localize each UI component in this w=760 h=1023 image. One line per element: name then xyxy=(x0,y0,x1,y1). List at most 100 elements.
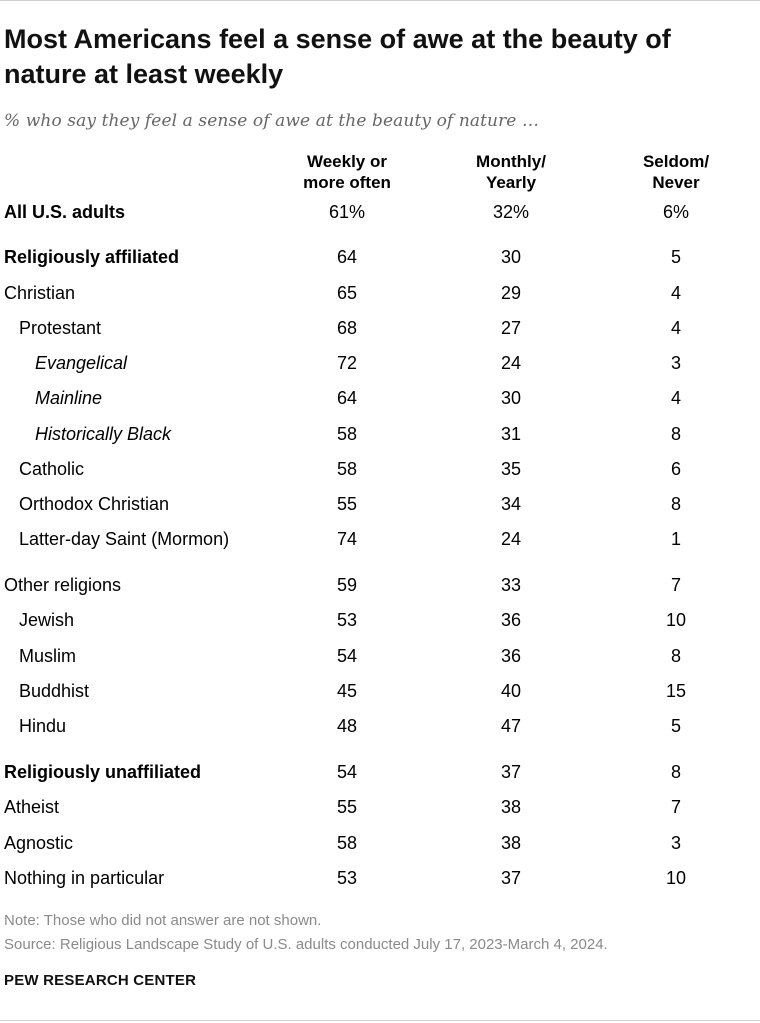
row-label: Muslim xyxy=(19,646,76,666)
cell-seldom: 6% xyxy=(662,202,689,222)
table-row: Historically Black 58 31 8 xyxy=(0,420,760,448)
table-row: Jewish 53 36 10 xyxy=(0,606,760,634)
cell-weekly: 64 xyxy=(336,388,358,408)
column-header-weekly: Weekly or more often xyxy=(287,151,407,193)
cell-seldom: 15 xyxy=(665,681,687,701)
cell-seldom: 6 xyxy=(670,459,681,479)
chart-title: Most Americans feel a sense of awe at th… xyxy=(4,24,671,89)
chart-subtitle: % who say they feel a sense of awe at th… xyxy=(4,111,540,131)
cell-seldom: 10 xyxy=(665,868,687,888)
bottom-divider xyxy=(0,1020,760,1021)
table-row: Catholic 58 35 6 xyxy=(0,455,760,483)
cell-monthly: 38 xyxy=(500,833,522,853)
cell-monthly: 36 xyxy=(500,610,522,630)
column-header-monthly: Monthly/ Yearly xyxy=(451,151,571,193)
cell-seldom: 1 xyxy=(670,529,681,549)
table-row: Other religions 59 33 7 xyxy=(0,571,760,599)
cell-weekly: 58 xyxy=(336,833,358,853)
row-label: Religiously affiliated xyxy=(4,247,180,267)
table-row: Mainline 64 30 4 xyxy=(0,384,760,412)
column-header-line1: Weekly or xyxy=(306,152,387,171)
cell-seldom: 7 xyxy=(670,797,681,817)
cell-monthly: 27 xyxy=(500,318,522,338)
row-label: Christian xyxy=(4,283,76,303)
table-row: Muslim 54 36 8 xyxy=(0,642,760,670)
row-label: Protestant xyxy=(19,318,102,338)
column-header-seldom: Seldom/ Never xyxy=(616,151,736,193)
cell-monthly: 37 xyxy=(500,868,522,888)
column-header-line1: Seldom/ xyxy=(642,152,710,171)
table-row: Buddhist 45 40 15 xyxy=(0,677,760,705)
cell-seldom: 8 xyxy=(670,762,681,782)
row-label: Catholic xyxy=(19,459,85,479)
row-label: Atheist xyxy=(4,797,60,817)
source-text: Source: Religious Landscape Study of U.S… xyxy=(4,936,608,953)
column-header-line2: Yearly xyxy=(485,173,537,192)
cell-seldom: 3 xyxy=(670,353,681,373)
cell-seldom: 7 xyxy=(670,575,681,595)
cell-seldom: 5 xyxy=(670,247,681,267)
row-label: Evangelical xyxy=(35,353,128,373)
table-row: Protestant 68 27 4 xyxy=(0,314,760,342)
cell-monthly: 34 xyxy=(500,494,522,514)
cell-monthly: 32% xyxy=(492,202,530,222)
cell-monthly: 35 xyxy=(500,459,522,479)
cell-monthly: 38 xyxy=(500,797,522,817)
cell-weekly: 55 xyxy=(336,797,358,817)
cell-weekly: 54 xyxy=(336,762,358,782)
row-label: Historically Black xyxy=(35,424,172,444)
cell-monthly: 47 xyxy=(500,716,522,736)
cell-seldom: 4 xyxy=(670,283,681,303)
column-header-line2: more often xyxy=(303,173,391,192)
cell-weekly: 54 xyxy=(336,646,358,666)
row-label: Jewish xyxy=(19,610,75,630)
cell-monthly: 31 xyxy=(500,424,522,444)
cell-monthly: 24 xyxy=(500,353,522,373)
cell-monthly: 30 xyxy=(500,247,522,267)
row-label: Agnostic xyxy=(4,833,74,853)
cell-monthly: 24 xyxy=(500,529,522,549)
row-label: Religiously unaffiliated xyxy=(4,762,202,782)
cell-monthly: 36 xyxy=(500,646,522,666)
cell-weekly: 53 xyxy=(336,610,358,630)
row-label: Other religions xyxy=(4,575,122,595)
table-row: Hindu 48 47 5 xyxy=(0,712,760,740)
row-label: Orthodox Christian xyxy=(19,494,170,514)
cell-weekly: 65 xyxy=(336,283,358,303)
cell-monthly: 37 xyxy=(500,762,522,782)
cell-seldom: 3 xyxy=(670,833,681,853)
cell-weekly: 55 xyxy=(336,494,358,514)
table-row: Agnostic 58 38 3 xyxy=(0,829,760,857)
table-row: Orthodox Christian 55 34 8 xyxy=(0,490,760,518)
cell-monthly: 40 xyxy=(500,681,522,701)
cell-weekly: 59 xyxy=(336,575,358,595)
cell-seldom: 8 xyxy=(670,494,681,514)
cell-weekly: 58 xyxy=(336,424,358,444)
table-row: Atheist 55 38 7 xyxy=(0,793,760,821)
cell-seldom: 4 xyxy=(670,388,681,408)
row-label: Hindu xyxy=(19,716,67,736)
cell-seldom: 4 xyxy=(670,318,681,338)
cell-seldom: 8 xyxy=(670,646,681,666)
cell-weekly: 48 xyxy=(336,716,358,736)
cell-weekly: 64 xyxy=(336,247,358,267)
note-text: Note: Those who did not answer are not s… xyxy=(4,912,322,929)
brand-logo-text: PEW RESEARCH CENTER xyxy=(4,972,197,989)
table-row: Religiously unaffiliated 54 37 8 xyxy=(0,758,760,786)
cell-weekly: 53 xyxy=(336,868,358,888)
column-header-line1: Monthly/ xyxy=(476,152,546,171)
cell-weekly: 45 xyxy=(336,681,358,701)
cell-seldom: 5 xyxy=(670,716,681,736)
cell-weekly: 74 xyxy=(336,529,358,549)
table-row: Latter-day Saint (Mormon) 74 24 1 xyxy=(0,525,760,553)
top-divider xyxy=(0,0,760,1)
cell-monthly: 30 xyxy=(500,388,522,408)
row-label: Latter-day Saint (Mormon) xyxy=(19,529,230,549)
table-row: Evangelical 72 24 3 xyxy=(0,349,760,377)
cell-monthly: 33 xyxy=(500,575,522,595)
column-header-line2: Never xyxy=(652,173,700,192)
cell-weekly: 72 xyxy=(336,353,358,373)
cell-seldom: 10 xyxy=(665,610,687,630)
cell-seldom: 8 xyxy=(670,424,681,444)
table-row: All U.S. adults 61% 32% 6% xyxy=(0,198,760,226)
